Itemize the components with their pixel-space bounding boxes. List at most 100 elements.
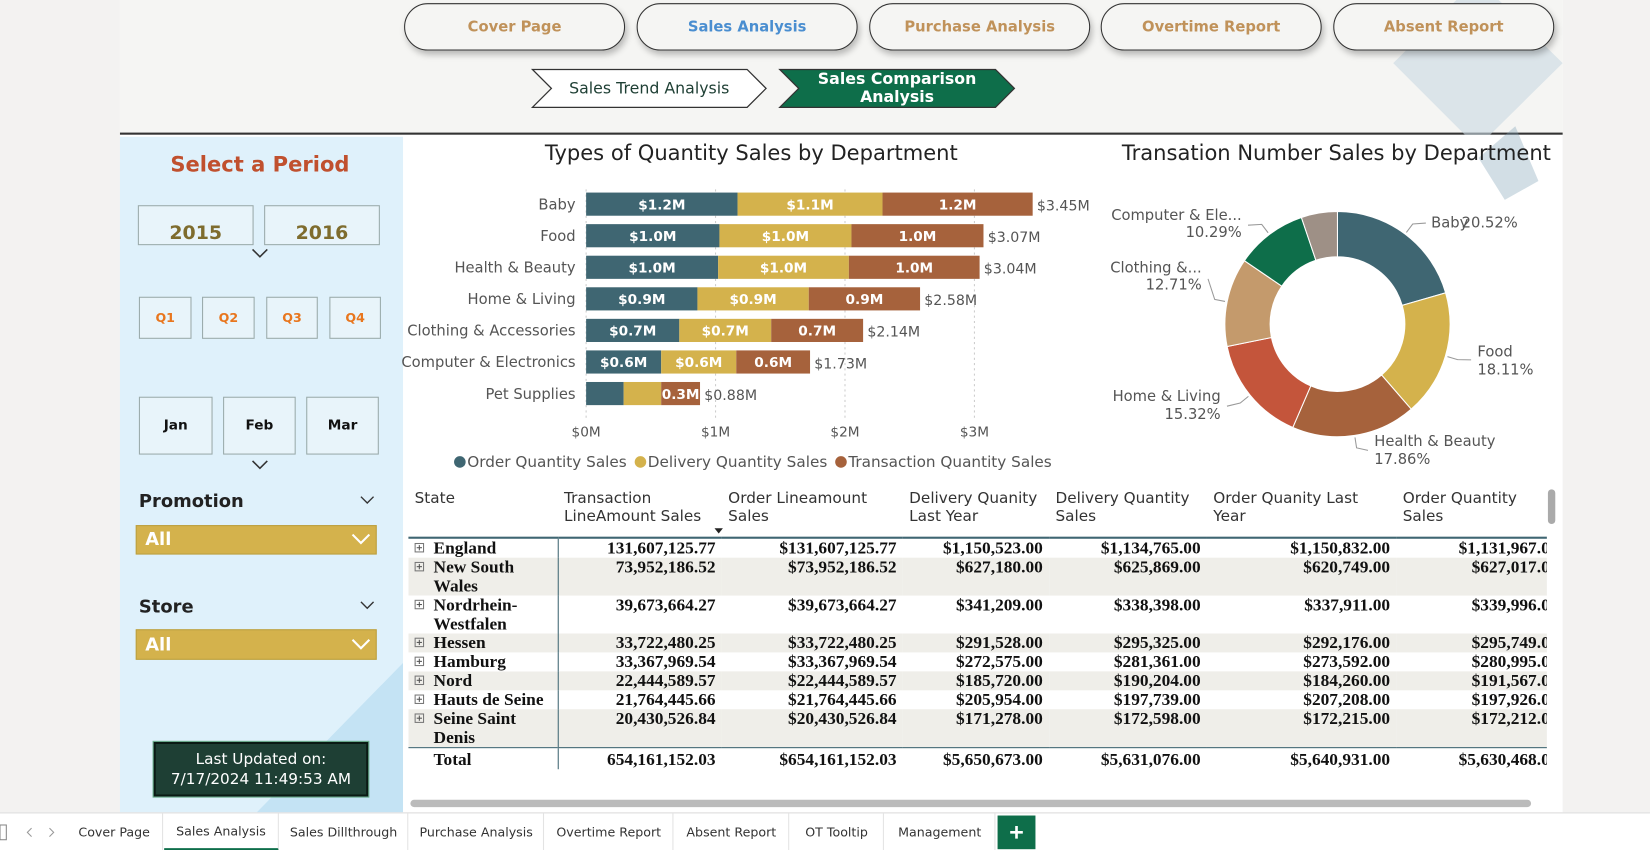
page-tab[interactable]: Purchase Analysis bbox=[409, 813, 545, 850]
nav-button[interactable]: Cover Page bbox=[404, 3, 626, 51]
quarter-button[interactable]: Q3 bbox=[266, 296, 318, 339]
expand-icon[interactable] bbox=[414, 675, 425, 686]
chevron[interactable] bbox=[360, 496, 375, 505]
page-tab[interactable]: Cover Page bbox=[66, 813, 164, 850]
bar-segment[interactable] bbox=[586, 224, 720, 248]
slice-label: Clothing &... bbox=[1110, 260, 1201, 277]
bar-segment[interactable] bbox=[771, 318, 864, 342]
page-tab[interactable]: Sales Analysis bbox=[164, 813, 279, 850]
subnav-button[interactable] bbox=[778, 68, 1016, 108]
chevron[interactable] bbox=[251, 460, 268, 471]
bar-segment[interactable] bbox=[882, 192, 1033, 216]
nav-button[interactable]: Purchase Analysis bbox=[869, 3, 1091, 51]
header: State Transaction LineAmount Sales Order L… bbox=[408, 486, 1547, 539]
expand-icon[interactable] bbox=[414, 599, 425, 610]
bar-segment[interactable] bbox=[586, 350, 662, 374]
page-tab[interactable]: Overtime Report bbox=[545, 813, 674, 850]
sort-indicator bbox=[714, 528, 723, 534]
donut-slice[interactable] bbox=[1336, 210, 1447, 307]
page-tab[interactable]: Sales Dillthrough bbox=[280, 813, 409, 850]
column-header[interactable]: Transaction LineAmount Sales bbox=[557, 486, 723, 539]
cell: $625,869.00 bbox=[1049, 557, 1207, 596]
quarter-button[interactable]: Q1 bbox=[138, 296, 192, 339]
nav-button[interactable]: Absent Report bbox=[1333, 3, 1555, 51]
column-header[interactable]: Delivery Quantity Sales bbox=[1049, 486, 1207, 539]
legend-label: Delivery Quantity Sales bbox=[648, 453, 828, 471]
year-button[interactable]: 2015 bbox=[137, 205, 254, 246]
month-button[interactable]: Mar bbox=[306, 396, 379, 455]
cell: $172,598.00 bbox=[1049, 709, 1207, 748]
cell: $1,131,967.00 bbox=[1458, 537, 1547, 558]
bar-segment[interactable] bbox=[848, 255, 980, 279]
expand-icon[interactable] bbox=[414, 713, 425, 723]
column-header[interactable]: Order Quantity Sales bbox=[1396, 486, 1547, 539]
chevron[interactable] bbox=[351, 533, 371, 546]
bar-segment[interactable] bbox=[586, 255, 719, 279]
expand-icon[interactable] bbox=[414, 542, 425, 553]
bar-segment[interactable] bbox=[718, 255, 849, 279]
bar-segment[interactable] bbox=[586, 381, 624, 406]
quarter-button[interactable]: Q4 bbox=[329, 296, 381, 339]
month-button[interactable]: Jan bbox=[138, 396, 213, 455]
chevron[interactable] bbox=[360, 601, 375, 610]
subnav-button[interactable] bbox=[530, 68, 767, 108]
header-row: State Transaction LineAmount Sales Order L… bbox=[408, 486, 1547, 539]
bar-segment[interactable] bbox=[736, 350, 811, 374]
tab-nav[interactable] bbox=[0, 822, 63, 843]
bar-segment[interactable] bbox=[697, 287, 809, 311]
add-page[interactable] bbox=[997, 815, 1036, 850]
expand-icon[interactable] bbox=[414, 656, 425, 667]
nav-button[interactable]: Sales Analysis bbox=[636, 3, 858, 51]
cell: $627,180.00 bbox=[902, 557, 1050, 596]
column-header[interactable]: Order Lineamount Sales bbox=[721, 486, 903, 539]
total-label: $2.58M bbox=[924, 293, 977, 309]
matrix-table: State Transaction LineAmount Sales Order L… bbox=[408, 486, 1547, 770]
page-tab[interactable]: Absent Report bbox=[675, 813, 790, 850]
donut-slice[interactable] bbox=[1300, 210, 1338, 261]
slice-label: Baby bbox=[1431, 214, 1468, 231]
year-button[interactable]: 2016 bbox=[264, 205, 380, 246]
filter-dropdown[interactable]: All bbox=[135, 525, 377, 555]
column-header[interactable]: Order Quanity Last Year bbox=[1206, 486, 1397, 539]
bar-segment[interactable] bbox=[808, 287, 921, 311]
table-row: Nordrhein-Westfalen 39,673,664.27 $39,673,… bbox=[408, 594, 1547, 634]
cell: 39,673,664.27 bbox=[615, 594, 716, 615]
bar-segment[interactable] bbox=[719, 224, 852, 248]
donut-slice[interactable] bbox=[1226, 336, 1312, 429]
slice-value: 17.86% bbox=[1374, 451, 1430, 468]
month-button[interactable]: Feb bbox=[223, 396, 296, 455]
chevron[interactable] bbox=[251, 248, 268, 259]
column-header[interactable]: State bbox=[408, 486, 558, 539]
cell: $171,278.00 bbox=[902, 709, 1050, 748]
nav-button[interactable]: Overtime Report bbox=[1100, 3, 1322, 51]
cell: $620,749.00 bbox=[1206, 557, 1397, 596]
cell: $22,444,589.57 bbox=[721, 671, 903, 691]
v-scrollbar[interactable] bbox=[1547, 489, 1556, 525]
bar-segment[interactable] bbox=[661, 381, 701, 406]
chevron[interactable] bbox=[351, 639, 371, 651]
cell: $172,212.00 bbox=[1396, 709, 1547, 748]
bar-segment[interactable] bbox=[661, 350, 737, 374]
bar-segment[interactable] bbox=[851, 224, 984, 248]
bar-segment[interactable] bbox=[586, 192, 738, 216]
leader-line bbox=[1247, 223, 1269, 234]
data-label: $0.9M bbox=[618, 292, 665, 308]
expand-icon[interactable] bbox=[414, 561, 425, 572]
expand-icon[interactable] bbox=[414, 694, 425, 704]
quarter-button[interactable]: Q2 bbox=[202, 296, 255, 339]
bar-segment[interactable] bbox=[679, 318, 772, 342]
column-header[interactable]: Delivery Quanity Last Year bbox=[902, 486, 1050, 539]
page-tab[interactable]: Management bbox=[885, 813, 996, 850]
bar-segment[interactable] bbox=[586, 318, 680, 342]
bar-segment[interactable] bbox=[737, 192, 883, 216]
h-scrollbar[interactable] bbox=[410, 799, 1532, 808]
y-tick-label: Computer & Electronics bbox=[401, 354, 575, 371]
expand-icon[interactable] bbox=[414, 637, 425, 648]
bar-segment[interactable] bbox=[623, 381, 662, 406]
cell: $5,630,468.00 bbox=[1396, 747, 1547, 770]
page-tab[interactable]: OT Tooltip bbox=[790, 813, 884, 850]
sidebar: Select a Period 2015 2016 Q1 Q2 Q3 Q4 Ja… bbox=[119, 136, 404, 813]
bar-segment[interactable] bbox=[586, 287, 698, 311]
filter-dropdown[interactable]: All bbox=[135, 629, 377, 660]
